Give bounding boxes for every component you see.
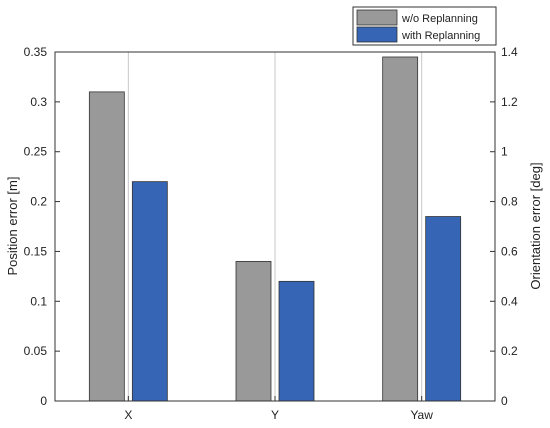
bar-with-replanning-x <box>131 181 168 402</box>
left-tick-label: 0.2 <box>30 195 47 209</box>
left-axis-label: Position error [m] <box>5 177 20 276</box>
bar-group <box>88 56 462 402</box>
right-axis-ticks: 0 0.2 0.4 0.6 0.8 1 1.2 1.4 <box>490 45 518 408</box>
legend-swatch-with-replanning <box>356 26 398 43</box>
x-axis-ticks: X Y Yaw <box>124 396 433 422</box>
legend-swatch-wo-replanning <box>356 9 398 26</box>
left-tick-label: 0.1 <box>30 294 47 308</box>
legend-label-with-replanning: with Replanning <box>401 30 480 42</box>
right-tick-label: 0 <box>501 394 508 408</box>
right-axis-label: Orientation error [deg] <box>528 162 543 289</box>
right-tick-label: 1 <box>501 145 508 159</box>
left-tick-label: 0.25 <box>24 145 48 159</box>
bar-w-o-replanning-yaw <box>382 56 419 402</box>
left-axis-ticks: 0 0.05 0.1 0.15 0.2 0.25 0.3 0.35 <box>24 45 60 408</box>
bar-w-o-replanning-x <box>88 91 125 402</box>
bar-with-replanning-yaw <box>425 216 462 402</box>
right-tick-label: 1.4 <box>501 45 518 59</box>
left-tick-label: 0.3 <box>30 95 47 109</box>
left-tick-label: 0 <box>40 394 47 408</box>
legend: w/o Replanning with Replanning <box>352 6 497 46</box>
left-tick-label: 0.15 <box>24 244 48 258</box>
left-tick-label: 0.05 <box>24 344 48 358</box>
x-tick-label: Yaw <box>410 408 433 422</box>
vertical-grid <box>127 52 423 401</box>
legend-label-wo-replanning: w/o Replanning <box>401 13 478 25</box>
right-tick-label: 1.2 <box>501 95 518 109</box>
bar-w-o-replanning-y <box>235 260 272 402</box>
bar-with-replanning-y <box>278 280 315 402</box>
right-tick-label: 0.2 <box>501 344 518 358</box>
right-tick-label: 0.4 <box>501 294 518 308</box>
right-tick-label: 0.6 <box>501 244 518 258</box>
right-tick-label: 0.8 <box>501 195 518 209</box>
left-tick-label: 0.35 <box>24 45 48 59</box>
x-tick-label: Y <box>271 408 279 422</box>
x-tick-label: X <box>124 408 132 422</box>
